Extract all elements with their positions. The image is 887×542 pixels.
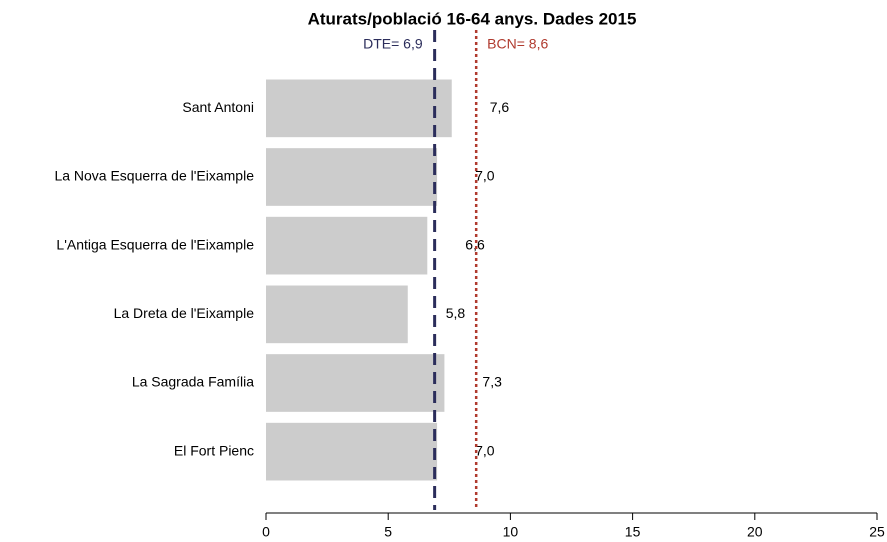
x-tick-label: 10: [503, 524, 519, 540]
category-label: La Sagrada Família: [132, 374, 254, 390]
chart-title: Aturats/població 16-64 anys. Dades 2015: [308, 9, 637, 28]
bar: [266, 422, 438, 481]
bar: [266, 285, 408, 344]
reference-label: DTE= 6,9: [363, 36, 423, 52]
value-label: 7,0: [475, 442, 495, 458]
value-label: 6,6: [465, 236, 485, 252]
category-label: La Dreta de l'Eixample: [114, 305, 255, 321]
value-label: 7,6: [490, 99, 510, 115]
value-label: 7,0: [475, 168, 495, 184]
bar: [266, 79, 452, 138]
bar: [266, 148, 438, 206]
category-label: L'Antiga Esquerra de l'Eixample: [56, 236, 254, 252]
reference-label: BCN= 8,6: [487, 36, 548, 52]
x-tick-label: 0: [262, 524, 270, 540]
bar: [266, 216, 428, 275]
bar: [266, 354, 445, 412]
x-tick-label: 5: [384, 524, 392, 540]
category-label: La Nova Esquerra de l'Eixample: [54, 168, 254, 184]
value-label: 7,3: [482, 374, 502, 390]
x-tick-label: 25: [869, 524, 885, 540]
category-label: Sant Antoni: [182, 99, 254, 115]
category-label: El Fort Pienc: [174, 442, 254, 458]
x-tick-label: 15: [625, 524, 641, 540]
value-label: 5,8: [446, 305, 466, 321]
x-tick-label: 20: [747, 524, 763, 540]
